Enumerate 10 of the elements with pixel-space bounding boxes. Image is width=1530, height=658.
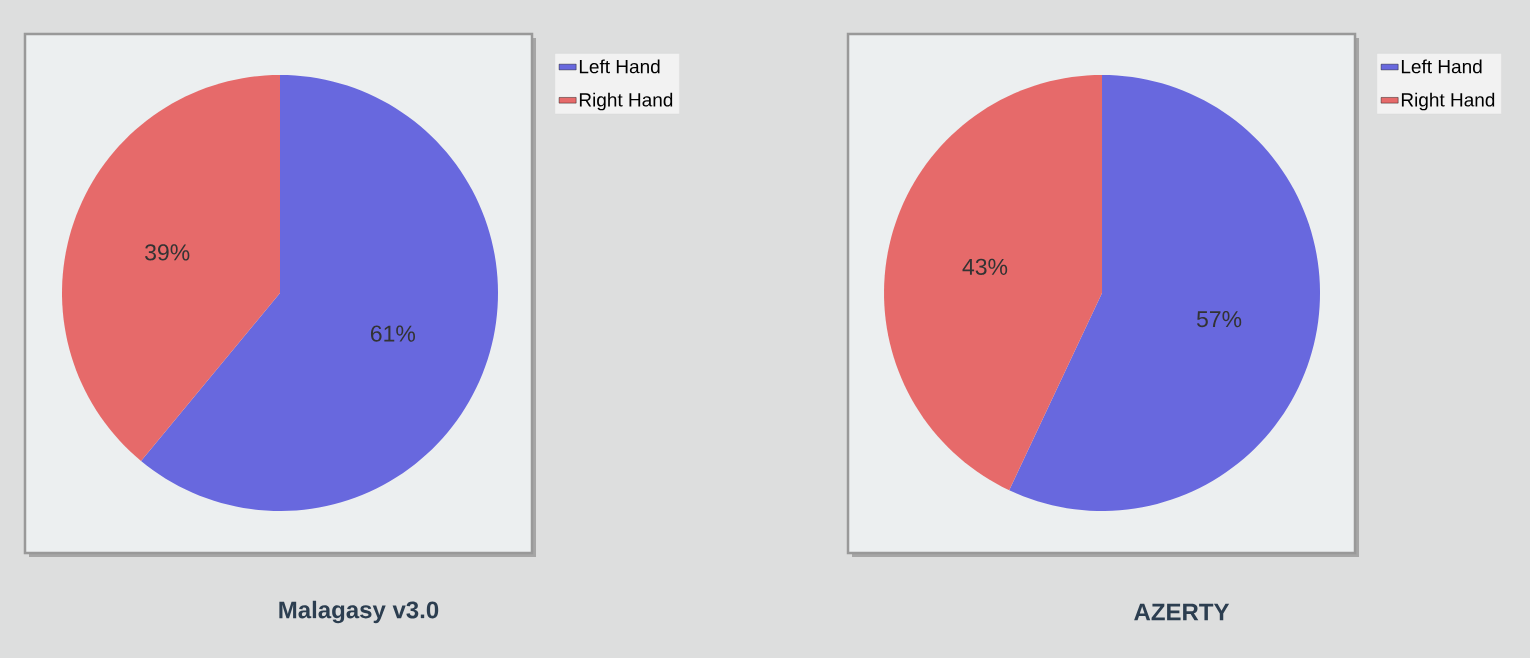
data-label: 43% bbox=[962, 258, 1008, 275]
text: AZERTY bbox=[1134, 603, 1230, 621]
text: Malagasy v3.0 bbox=[279, 600, 439, 624]
legend-label: Right Hand bbox=[1401, 92, 1495, 111]
legend-label: Left Hand bbox=[1401, 59, 1482, 74]
legend-label: Left Hand bbox=[579, 59, 660, 74]
legend-label: Right Hand bbox=[579, 92, 673, 111]
data-label: 61% bbox=[370, 325, 416, 342]
data-label: 57% bbox=[1196, 311, 1242, 328]
data-label: 39% bbox=[145, 244, 190, 261]
